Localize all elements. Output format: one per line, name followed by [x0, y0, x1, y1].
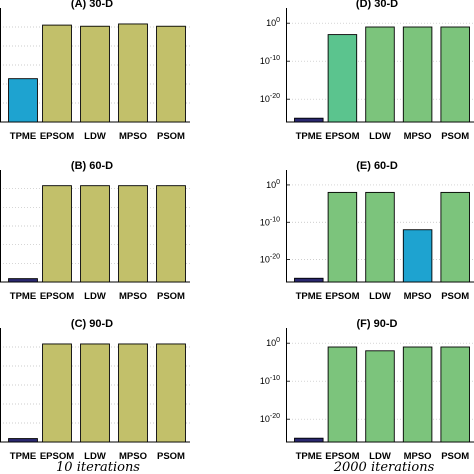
bar-ldw	[365, 26, 395, 123]
x-tick-label: EPSOM	[40, 131, 74, 142]
x-tick-label: LDW	[84, 291, 106, 302]
x-tick-label: PSOM	[441, 131, 469, 142]
bar-epsom	[327, 191, 358, 283]
panel-title: (F) 90-D	[357, 318, 398, 330]
bar-tpme	[8, 78, 38, 123]
bar-tpme	[294, 277, 324, 283]
y-tick-label: 10-10	[260, 55, 280, 66]
x-tick-label: EPSOM	[40, 451, 74, 462]
x-tick-label: EPSOM	[325, 291, 359, 302]
bar-ldw	[80, 25, 110, 123]
bar-mpso	[402, 346, 433, 443]
x-tick-label: MPSO	[119, 451, 147, 462]
chart-panel-3: (C) 90-D TPME EPSOM LDW MPSO PSOM	[0, 318, 190, 462]
panel-title: (B) 60-D	[71, 160, 113, 172]
y-tick-label: 10-10	[260, 216, 280, 227]
x-tick-label: LDW	[84, 131, 106, 142]
chart-panel-1: (A) 30-D TPME EPSOM LDW MPSO PSOM	[0, 0, 190, 142]
chart-panel-2: (B) 60-D TPME EPSOM LDW MPSO PSOM	[0, 160, 190, 302]
bar-mpso	[402, 26, 433, 123]
x-tick-label: EPSOM	[40, 291, 74, 302]
y-tick-label: 100	[266, 179, 280, 190]
x-tick-label: MPSO	[404, 451, 432, 462]
bar-psom	[156, 185, 186, 283]
bar-epsom	[42, 185, 72, 283]
y-tick-label: 10-20	[260, 254, 280, 265]
bar-mpso	[118, 343, 148, 443]
bar-psom	[156, 25, 186, 123]
x-tick-label: PSOM	[157, 451, 185, 462]
y-tick-label: 10-10	[260, 375, 280, 386]
x-tick-label: LDW	[369, 131, 391, 142]
footer-left-label: 10 iterations	[56, 460, 140, 474]
x-tick-label: PSOM	[157, 131, 185, 142]
bar-epsom	[42, 343, 72, 443]
chart-panel-5: 100 10-10 10-20 (E) 60-D TPME EPSOM LDW MPSO PSO…	[260, 160, 474, 302]
bar-psom	[440, 191, 470, 283]
x-tick-label: LDW	[369, 451, 391, 462]
panel-title: (C) 90-D	[71, 318, 113, 330]
x-tick-label: MPSO	[404, 131, 432, 142]
panel-title: (A) 30-D	[71, 0, 113, 10]
bar-mpso	[118, 23, 148, 123]
bar-ldw	[80, 343, 110, 443]
footer-right-label: 2000 iterations	[333, 460, 435, 474]
x-tick-label: MPSO	[119, 131, 147, 142]
x-tick-label: LDW	[369, 291, 391, 302]
panel-title: (D) 30-D	[356, 0, 398, 10]
bar-epsom	[327, 34, 358, 123]
x-tick-label: PSOM	[157, 291, 185, 302]
x-tick-label: TPME	[296, 291, 322, 302]
x-tick-label: MPSO	[404, 291, 432, 302]
y-tick-label: 100	[266, 17, 280, 28]
x-tick-label: TPME	[10, 451, 36, 462]
bar-ldw	[80, 185, 110, 283]
x-tick-label: TPME	[296, 451, 322, 462]
bar-psom	[440, 346, 470, 443]
bar-tpme	[8, 438, 38, 443]
bar-epsom	[42, 24, 72, 123]
x-tick-label: TPME	[296, 131, 322, 142]
chart-panel-6: 100 10-10 10-20 (F) 90-D TPME EPSOM LDW MPSO PSO…	[260, 318, 474, 462]
bar-tpme	[294, 117, 324, 123]
x-tick-label: LDW	[84, 451, 106, 462]
panel-title: (E) 60-D	[356, 160, 398, 172]
y-tick-label: 10-20	[260, 413, 280, 424]
x-tick-label: EPSOM	[325, 131, 359, 142]
bar-psom	[440, 26, 470, 123]
bar-ldw	[365, 191, 395, 283]
bar-ldw	[365, 350, 395, 443]
x-tick-label: MPSO	[119, 291, 147, 302]
x-tick-label: PSOM	[441, 291, 469, 302]
x-tick-label: TPME	[10, 291, 36, 302]
x-tick-label: PSOM	[441, 451, 469, 462]
bar-epsom	[327, 346, 358, 443]
bar-tpme	[294, 437, 324, 443]
chart-panel-4: 100 10-10 10-20 (D) 30-D TPME EPSOM LDW MPSO PSO…	[260, 0, 474, 142]
bar-tpme	[8, 278, 38, 283]
bar-psom	[156, 343, 186, 443]
bar-mpso	[118, 185, 148, 283]
y-tick-label: 10-20	[260, 93, 280, 104]
bar-mpso	[402, 229, 433, 283]
x-tick-label: TPME	[10, 131, 36, 142]
x-tick-label: EPSOM	[325, 451, 359, 462]
y-tick-label: 100	[266, 337, 280, 348]
